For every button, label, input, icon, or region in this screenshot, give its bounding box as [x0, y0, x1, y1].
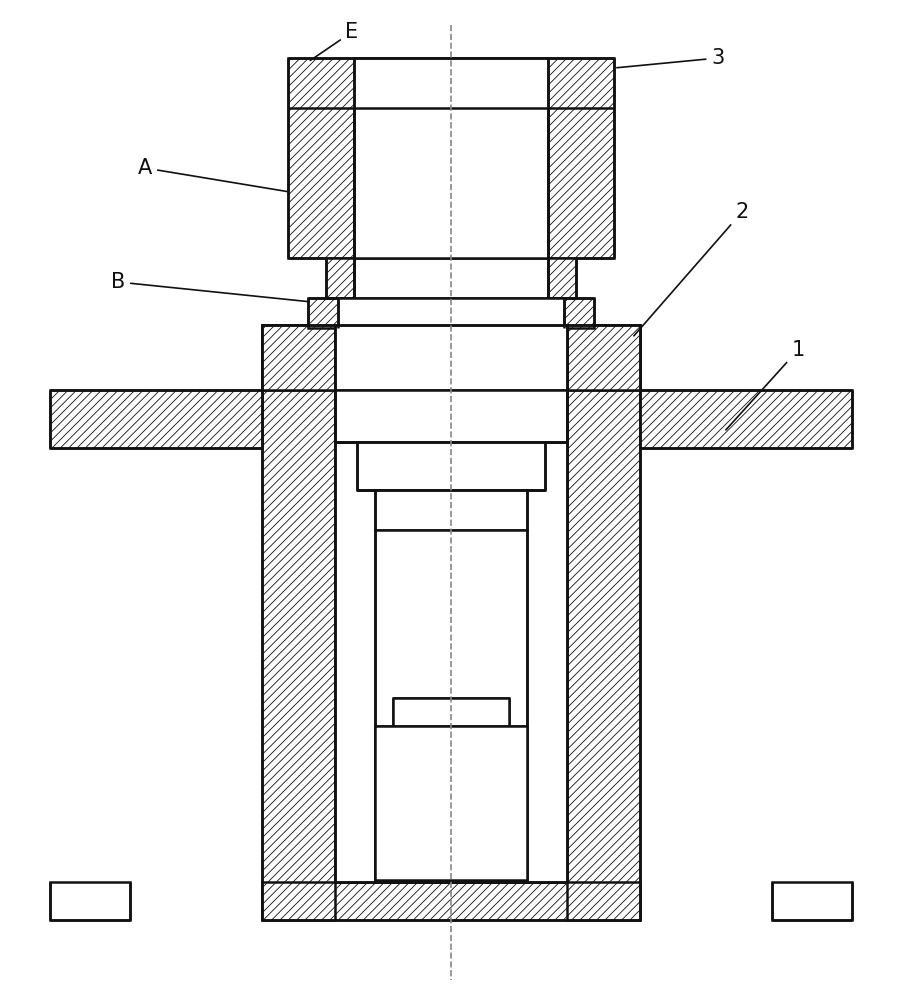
Bar	[335, 390, 567, 442]
Text: E: E	[310, 22, 359, 60]
Text: 3: 3	[617, 48, 724, 68]
Bar	[375, 726, 527, 880]
Bar	[262, 882, 640, 920]
Bar	[335, 325, 567, 390]
Polygon shape	[262, 325, 335, 390]
Bar	[354, 108, 548, 258]
Bar	[262, 325, 640, 390]
Bar	[262, 325, 335, 920]
Bar	[567, 325, 640, 920]
Bar	[354, 258, 548, 298]
Bar	[393, 698, 509, 726]
Polygon shape	[567, 325, 640, 390]
Bar	[335, 390, 567, 882]
Bar	[50, 390, 262, 448]
Bar	[375, 490, 527, 530]
Bar	[50, 882, 130, 920]
Text: A: A	[138, 158, 287, 192]
Text: 2: 2	[634, 202, 749, 336]
Bar	[288, 58, 614, 258]
Bar	[338, 298, 564, 328]
Text: B: B	[111, 272, 309, 302]
Bar	[308, 298, 594, 328]
Bar	[640, 390, 852, 448]
Bar	[335, 325, 567, 390]
Bar	[326, 258, 576, 298]
Text: 1: 1	[726, 340, 805, 430]
Bar	[772, 882, 852, 920]
Bar	[354, 58, 548, 258]
Bar	[375, 530, 527, 882]
Bar	[357, 442, 545, 490]
